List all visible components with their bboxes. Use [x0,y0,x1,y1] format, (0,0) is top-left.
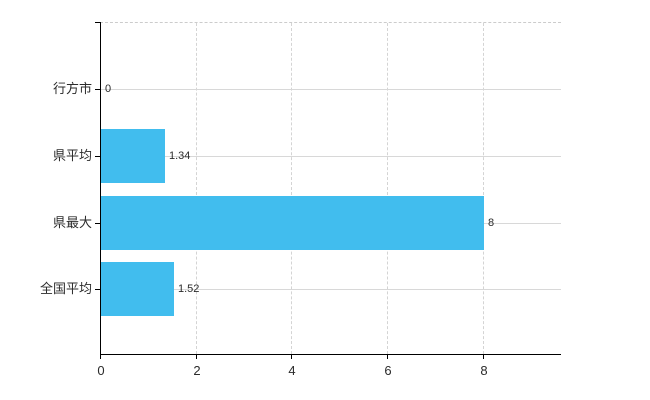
plot-area: 0 2 4 6 8 行方市 0 県平均 1.34 県最大 8 全国平均 1.52 [40,22,561,378]
horizontal-gridline [101,156,561,157]
value-label: 0 [105,83,112,95]
vertical-gridline [196,23,197,354]
category-label: 県平均 [52,148,92,163]
vertical-gridline [387,23,388,354]
category-label: 全国平均 [39,281,92,296]
x-axis-tick [100,354,101,359]
y-axis-top-tick [95,22,101,23]
vertical-gridline [483,23,484,354]
x-axis-tick [483,354,484,359]
x-tick-label: 8 [480,363,488,378]
x-axis-tick [196,354,197,359]
x-tick-label: 2 [193,363,201,378]
y-axis-tick [95,89,101,90]
bar [101,196,484,250]
value-label: 1.52 [178,283,200,295]
vertical-gridline [291,23,292,354]
x-axis-tick [387,354,388,359]
bar [101,262,174,316]
y-axis-tick [95,223,101,224]
bar [101,129,165,183]
y-axis-tick [95,156,101,157]
horizontal-gridline [101,289,561,290]
y-axis-tick [95,289,101,290]
x-tick-label: 0 [97,363,105,378]
value-label: 1.34 [169,150,191,162]
category-label: 県最大 [52,215,92,230]
horizontal-gridline [101,89,561,90]
x-tick-label: 6 [384,363,392,378]
value-label: 8 [488,217,495,229]
x-axis-tick [291,354,292,359]
x-tick-label: 4 [288,363,296,378]
category-label: 行方市 [52,81,92,96]
